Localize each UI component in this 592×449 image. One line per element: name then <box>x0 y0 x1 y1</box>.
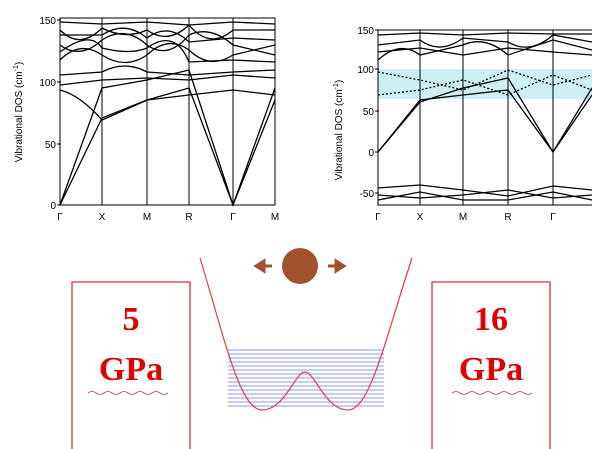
path-dividers <box>420 30 553 205</box>
x-tick-label: M <box>459 212 467 223</box>
double-well <box>200 248 412 410</box>
pressure-value: 5 <box>123 301 140 338</box>
y-tick-label: 50 <box>45 140 57 151</box>
x-tick-label: Γ <box>57 212 63 223</box>
x-tick-label: X <box>99 212 106 223</box>
band-lines <box>60 22 275 205</box>
y-tick-label: 0 <box>50 201 56 212</box>
y-tick-label: -50 <box>360 189 375 200</box>
figure: Vibrational DOS (cm-1) Vibrational DOS (… <box>0 0 592 449</box>
y-tick-label: 100 <box>39 78 56 89</box>
y-axis-label: Vibrational DOS (cm-1) <box>333 80 345 181</box>
x-tick-label: M <box>143 212 151 223</box>
x-tick-label: R <box>504 212 511 223</box>
y-tick-label: 150 <box>357 26 374 37</box>
pressure-value: 16 <box>474 301 508 338</box>
y-tick-label: 100 <box>357 65 374 76</box>
highlight-band <box>378 69 592 99</box>
y-tick-label: 0 <box>368 148 374 159</box>
energy-levels <box>228 350 384 406</box>
x-tick-label: Γ <box>375 212 381 223</box>
x-tick-label: Γ <box>230 212 236 223</box>
x-tick-label: R <box>185 212 192 223</box>
y-tick-label: 150 <box>39 16 56 27</box>
pressure-unit: GPa <box>459 351 523 388</box>
plot-frame <box>378 30 592 205</box>
x-tick-label: Γ <box>550 212 556 223</box>
y-axis-label: Vibrational DOS (cm-1) <box>13 62 25 163</box>
x-tick-label: X <box>417 212 424 223</box>
left-plot: Vibrational DOS (cm-1) <box>13 18 275 205</box>
y-tick-label: 50 <box>363 107 375 118</box>
band-lines <box>378 33 592 200</box>
x-tick-label: M <box>271 212 279 223</box>
pressure-unit: GPa <box>99 351 163 388</box>
